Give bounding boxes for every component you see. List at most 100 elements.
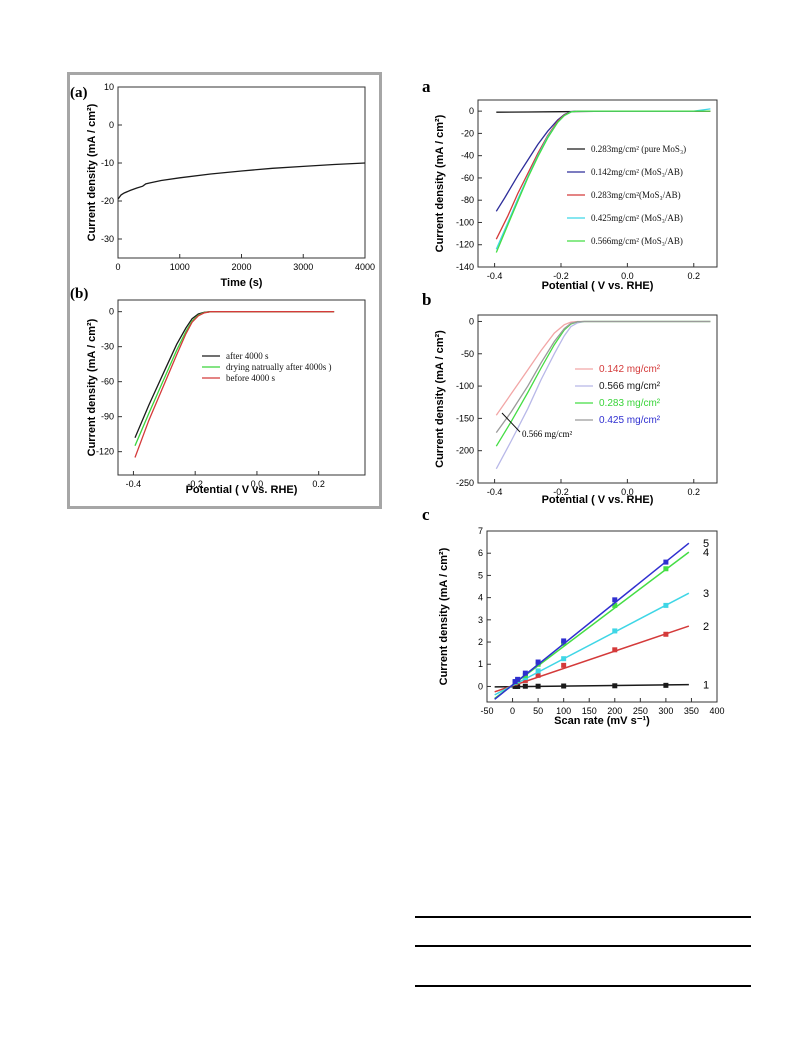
x-tick-label: 0.0 (621, 487, 634, 497)
x-tick-label: 250 (633, 706, 648, 716)
plot-area (477, 99, 718, 268)
x-tick-label: 300 (658, 706, 673, 716)
y-axis-label: Current density (mA / cm²) (86, 103, 98, 241)
x-axis-label: Time (s) (221, 277, 263, 289)
legend-label: after 4000 s (226, 351, 269, 361)
legend-label: 0.142 mg/cm² (599, 364, 661, 375)
plot-area (486, 530, 718, 703)
data-point (522, 677, 528, 683)
data-point (561, 662, 567, 668)
legend-label: 0.283mg/cm² (pure MoS₃) (591, 144, 686, 154)
y-tick-label: 1 (478, 659, 483, 669)
legend-label: 0.425 mg/cm² (599, 415, 661, 426)
x-axis-label: Scan rate (mV s⁻¹) (554, 715, 650, 727)
x-tick-label: 0.0 (251, 479, 264, 489)
x-tick-label: -0.2 (187, 479, 203, 489)
data-point (663, 682, 669, 688)
x-tick-label: -0.2 (553, 487, 569, 497)
data-point (663, 602, 669, 608)
chart-panel-5: c-50 0 50 100 150 200 250 300 350 40001234567Scan… (422, 505, 725, 727)
legend-label: 0.283mg/cm²(MoS₃/AB) (591, 190, 681, 200)
y-tick-label: 0 (109, 307, 114, 317)
x-tick-label: 0.2 (688, 487, 701, 497)
legend-label: before 4000 s (226, 373, 275, 383)
y-tick-label: -60 (101, 377, 114, 387)
x-tick-label: -0.4 (487, 487, 503, 497)
data-point (561, 638, 567, 644)
y-tick-label: -250 (456, 478, 474, 488)
y-tick-label: -150 (456, 413, 474, 423)
panel-label: (b) (70, 286, 88, 302)
y-tick-label: -30 (101, 342, 114, 352)
data-point (663, 559, 669, 565)
y-tick-label: 6 (478, 548, 483, 558)
chart-panel-3: a -0.4 -0.2 0.0 0.2 0 -20 -40 -60 -80 -100 -120 -140… (422, 77, 718, 292)
data-point (535, 683, 541, 689)
y-tick-label: -10 (101, 158, 114, 168)
series-line-3 (495, 108, 711, 250)
plot-area (117, 86, 366, 259)
x-axis-label: Potential ( V vs. RHE) (542, 494, 654, 506)
x-tick-label: 1000 (170, 262, 190, 272)
data-point (612, 628, 618, 634)
data-point (522, 683, 528, 689)
x-tick-label: -0.2 (553, 271, 569, 281)
series-label-4: 4 (703, 547, 709, 559)
x-tick-label: -0.4 (487, 271, 503, 281)
data-point (612, 597, 618, 603)
x-tick-label: 0.2 (312, 479, 325, 489)
data-point (512, 683, 518, 689)
x-tick-label: 350 (684, 706, 699, 716)
y-tick-label: 2 (478, 637, 483, 647)
legend-label: 0.566 mg/cm² (599, 381, 661, 392)
chart-panel-4: b -0.4 -0.2 0.0 0.2 0 -50 -100 -150 -200 -250 Poten… (422, 290, 718, 506)
y-axis-label: Current density (mA / cm²) (434, 330, 446, 468)
x-tick-label: -0.4 (126, 479, 142, 489)
panel-label: a (422, 77, 431, 96)
y-tick-label: 4 (478, 593, 483, 603)
data-point (612, 647, 618, 653)
x-tick-label: 2000 (231, 262, 251, 272)
plot-area (117, 299, 366, 476)
data-point (663, 566, 669, 572)
y-axis-label: Current density (mA / cm²) (86, 318, 98, 456)
series-label-3: 3 (703, 588, 709, 600)
x-tick-label: 150 (582, 706, 597, 716)
series-line-1 (495, 320, 711, 470)
left-figure-frame (67, 72, 382, 509)
y-tick-label: -120 (96, 447, 114, 457)
y-tick-label: -80 (461, 195, 474, 205)
y-tick-label: 10 (104, 82, 114, 92)
y-tick-label: -100 (456, 381, 474, 391)
y-tick-label: -20 (461, 128, 474, 138)
series-line-3 (495, 320, 711, 433)
y-tick-label: 3 (478, 615, 483, 625)
data-point (612, 602, 618, 608)
panel-label: c (422, 505, 430, 524)
legend-label: 0.283 mg/cm² (599, 398, 661, 409)
legend-label: 0.566mg/cm² (MoS₃/AB) (591, 236, 683, 246)
y-axis-label: Current density (mA / cm²) (434, 114, 446, 252)
x-tick-label: -50 (480, 706, 493, 716)
data-point (561, 656, 567, 662)
y-tick-label: -200 (456, 446, 474, 456)
chart-panel-2: (b) -0.4 -0.2 0.0 0.2 0 -30 -60 -90 -120 Potential… (70, 286, 366, 496)
table-rule-middle (415, 945, 751, 947)
y-tick-label: -30 (101, 234, 114, 244)
annotation-label: 0.566 mg/cm² (522, 429, 572, 439)
chart-panel-1: (a) 0 1000 2000 3000 4000 10 0 -10 -20 -30 Time (s)… (70, 82, 375, 289)
x-tick-label: 0.0 (621, 271, 634, 281)
y-tick-label: -90 (101, 412, 114, 422)
series-label-1: 1 (703, 680, 709, 692)
table-rule-bottom (415, 985, 751, 987)
y-tick-label: -120 (456, 240, 474, 250)
series-line-0 (117, 162, 366, 200)
x-tick-label: 3000 (293, 262, 313, 272)
legend-label: drying natrually after 4000s ) (226, 362, 331, 372)
data-point (535, 668, 541, 674)
x-tick-label: 200 (607, 706, 622, 716)
plot-area (477, 314, 718, 484)
data-point (561, 683, 567, 689)
panel-label: b (422, 290, 431, 309)
x-tick-label: 0 (115, 262, 120, 272)
